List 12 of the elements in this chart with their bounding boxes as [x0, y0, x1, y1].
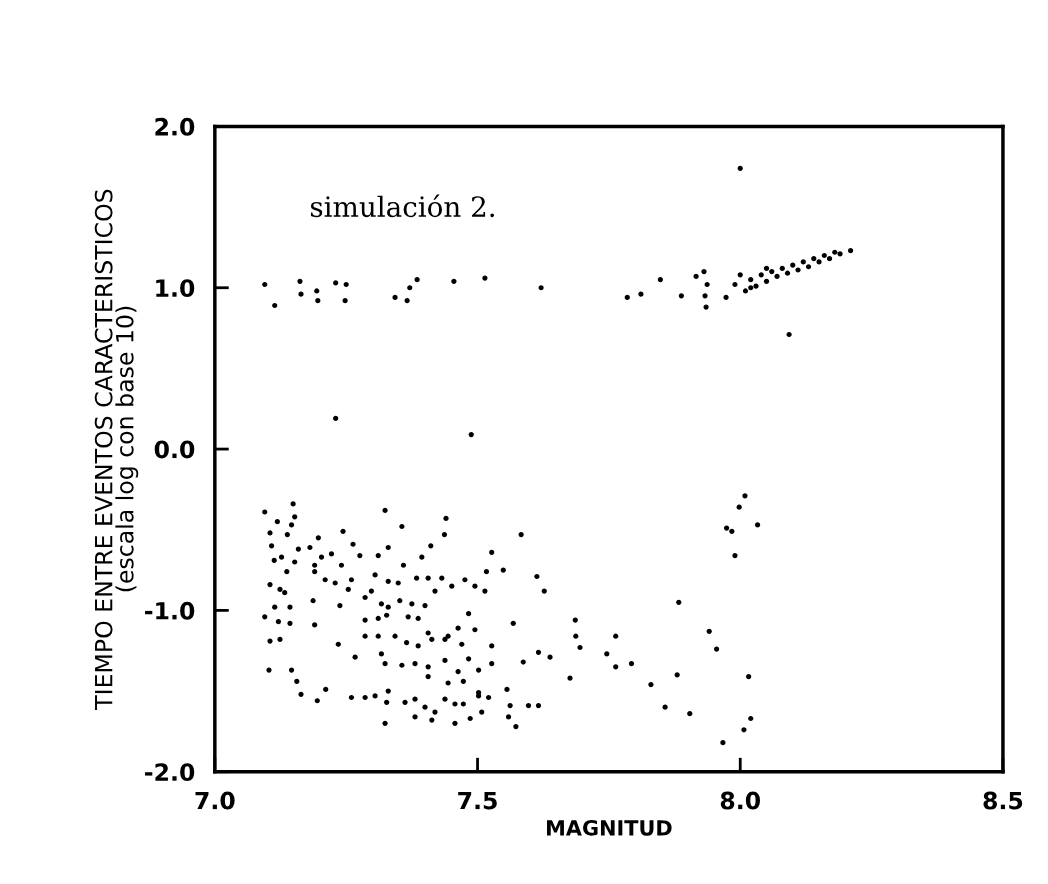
y-tick-label: 2.0	[155, 117, 195, 136]
x-axis-title: MAGNITUD	[547, 819, 672, 836]
x-tick-label: 8.5	[983, 791, 1023, 810]
y-tick-label: -2.0	[145, 763, 195, 782]
annotation: simulación 2.	[310, 194, 495, 218]
y-tick-label: 1.0	[156, 279, 195, 298]
x-tick-label: 7.0	[195, 791, 235, 810]
x-tick-label: 7.5	[458, 791, 497, 810]
x-tick-label: 8.0	[720, 791, 761, 810]
y-tick-label: -1.0	[145, 601, 195, 620]
y-axis-title: TIEMPO ENTRE EVENTOS CARACTERISTICOS (escala log con base 10)	[94, 189, 139, 710]
y-tick-label: 0.0	[154, 440, 195, 459]
